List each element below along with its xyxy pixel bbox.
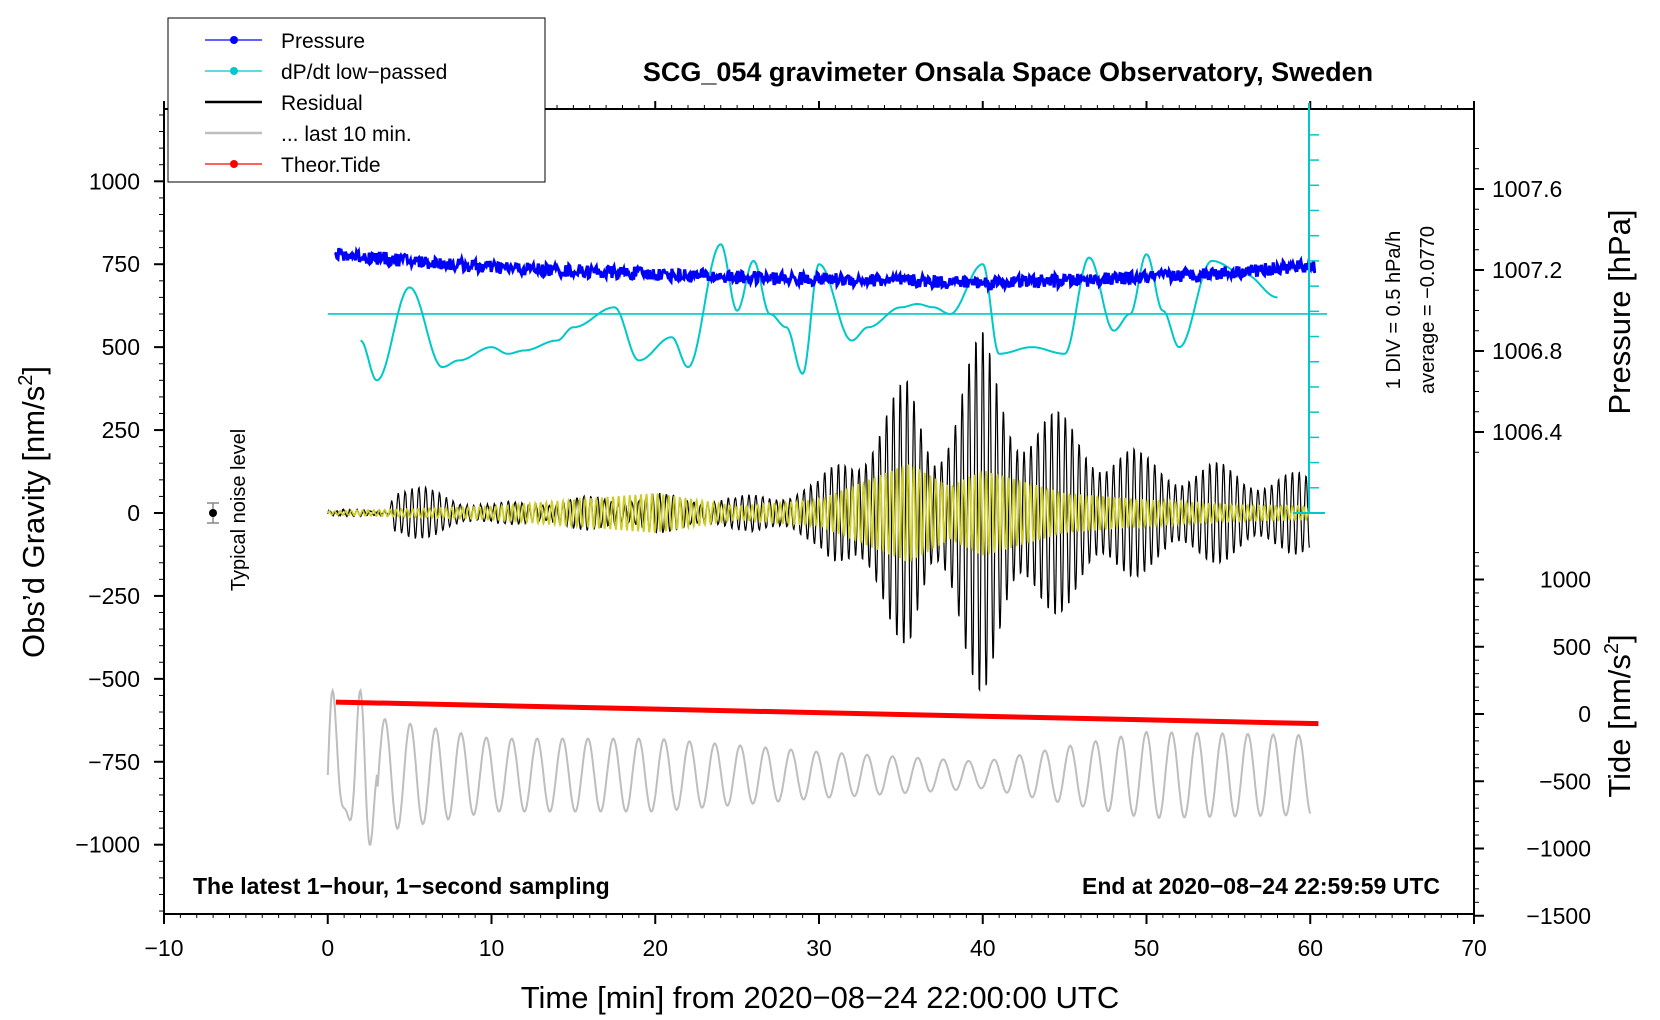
scale-bar bbox=[1293, 103, 1325, 514]
legend-marker bbox=[230, 67, 238, 75]
tide-tick-label: 0 bbox=[1578, 701, 1591, 727]
tide-tick-label: 1000 bbox=[1540, 567, 1591, 593]
y-tick-label: 1000 bbox=[89, 168, 140, 194]
x-tick-label: 60 bbox=[1297, 935, 1323, 961]
x-tick-label: 50 bbox=[1134, 935, 1160, 961]
legend-marker bbox=[230, 36, 238, 44]
tick-layer: −10 0 10 20 30 40 50 60 70 −1000 −750 −500 −250 0 250 5… bbox=[75, 101, 1591, 961]
average-label: average = −0.0770 bbox=[1417, 226, 1439, 394]
x-tick-label: 40 bbox=[970, 935, 996, 961]
x-tick-label: 70 bbox=[1461, 935, 1487, 961]
series-layer bbox=[326, 243, 1319, 846]
pressure-tick-label: 1006.4 bbox=[1492, 419, 1563, 445]
legend: Pressure dP/dt low−passed Residual ... last… bbox=[167, 17, 546, 183]
legend-label: Residual bbox=[281, 92, 363, 115]
chart-title: SCG_054 gravimeter Onsala Space Observat… bbox=[643, 57, 1373, 87]
last-10-min-line bbox=[326, 687, 1312, 846]
noise-label: Typical noise level bbox=[228, 429, 250, 591]
noise-level-marker bbox=[207, 502, 219, 524]
pressure-tick-label: 1007.6 bbox=[1492, 176, 1562, 202]
footer-right: End at 2020−08−24 22:59:59 UTC bbox=[1082, 873, 1440, 899]
residual-filtered-line bbox=[327, 464, 1311, 562]
x-axis-label: Time [min] from 2020−08−24 22:00:00 UTC bbox=[521, 980, 1120, 1015]
tide-tick-label: −500 bbox=[1539, 768, 1591, 794]
tide-tick-label: 500 bbox=[1553, 634, 1591, 660]
pressure-tick-label: 1006.8 bbox=[1492, 338, 1562, 364]
pressure-tick-label: 1007.2 bbox=[1492, 257, 1562, 283]
y-tick-label: −1000 bbox=[75, 832, 140, 858]
y-tick-label: −750 bbox=[88, 749, 140, 775]
theor-tide-line bbox=[335, 699, 1319, 727]
y-axis-label-pressure: Pressure [hPa] bbox=[1602, 209, 1637, 414]
legend-label: dP/dt low−passed bbox=[281, 61, 447, 84]
y-tick-label: −250 bbox=[88, 583, 140, 609]
footer-left: The latest 1−hour, 1−second sampling bbox=[193, 873, 610, 899]
y-axis-label-tide: Tide [nm/s2] bbox=[1601, 634, 1637, 797]
x-tick-label: 30 bbox=[806, 935, 832, 961]
tide-tick-label: −1500 bbox=[1526, 903, 1591, 929]
y-tick-label: 750 bbox=[102, 251, 140, 277]
y-tick-label: 500 bbox=[102, 334, 140, 360]
legend-label: Pressure bbox=[281, 30, 365, 53]
scale-bar-label: 1 DIV = 0.5 hPa/h bbox=[1383, 231, 1405, 389]
x-tick-label: 0 bbox=[321, 935, 334, 961]
legend-marker bbox=[230, 160, 238, 168]
y-tick-label: 0 bbox=[127, 500, 140, 526]
y-tick-label: 250 bbox=[102, 417, 140, 443]
y-tick-label: −500 bbox=[88, 666, 140, 692]
dpdt-line bbox=[360, 243, 1278, 382]
x-tick-label: 10 bbox=[479, 935, 505, 961]
x-tick-label: −10 bbox=[144, 935, 183, 961]
pressure-line bbox=[334, 245, 1317, 295]
y-axis-label-left: Obs’d Gravity [nm/s2] bbox=[15, 366, 51, 658]
tide-tick-label: −1000 bbox=[1526, 836, 1591, 862]
legend-label: Theor.Tide bbox=[281, 154, 381, 177]
legend-label: ... last 10 min. bbox=[281, 123, 412, 146]
x-tick-label: 20 bbox=[642, 935, 668, 961]
